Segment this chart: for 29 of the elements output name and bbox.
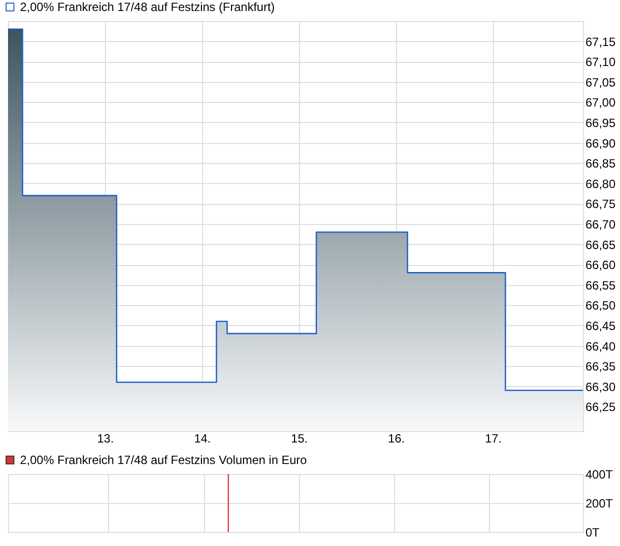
y-tick-label: 66,40	[586, 339, 616, 354]
y-tick-label: 66,90	[586, 136, 616, 150]
y-tick-label: 0T	[586, 526, 600, 540]
y-tick-label: 66,65	[586, 238, 616, 252]
y-tick-label: 66,85	[586, 156, 616, 171]
y-tick-label: 67,00	[586, 96, 616, 110]
y-tick-label: 66,75	[586, 197, 616, 212]
x-tick-label: 17.	[484, 432, 502, 446]
x-tick-label: 15.	[291, 432, 308, 446]
y-tick-label: 200T	[586, 496, 614, 510]
y-tick-label: 66,45	[586, 318, 616, 333]
x-tick-label: 16.	[388, 432, 405, 446]
x-tick-label: 13.	[97, 432, 114, 446]
y-tick-label: 66,35	[586, 360, 616, 374]
y-tick-label: 66,50	[586, 298, 616, 313]
y-tick-label: 400T	[586, 468, 614, 482]
y-tick-label: 66,25	[586, 400, 616, 414]
y-tick-label: 66,80	[586, 176, 616, 191]
y-tick-label: 66,30	[586, 380, 616, 394]
y-tick-label: 66,70	[586, 217, 616, 232]
y-tick-label: 66,60	[586, 258, 616, 272]
y-tick-label: 66,95	[586, 116, 616, 130]
y-tick-label: 67,10	[586, 55, 616, 70]
y-tick-label: 67,05	[586, 75, 616, 90]
legend-label: 2,00% Frankreich 17/48 auf Festzins Volumen in Euro	[20, 453, 308, 467]
x-tick-label: 14.	[194, 432, 211, 446]
y-tick-label: 66,55	[586, 278, 616, 292]
y-tick-label: 67,15	[586, 34, 616, 49]
legend-label: 2,00% Frankreich 17/48 auf Festzins (Frankfurt)	[20, 0, 275, 14]
